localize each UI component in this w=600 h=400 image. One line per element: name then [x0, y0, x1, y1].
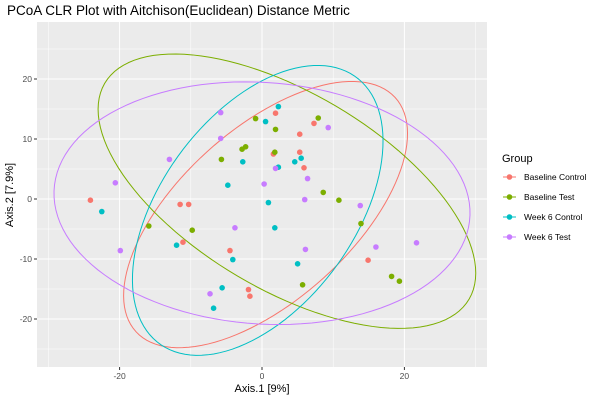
- y-tick-label: 0: [27, 194, 32, 204]
- x-tick-label: 0: [260, 371, 265, 381]
- point-week-6-test: [272, 165, 279, 172]
- point-baseline-test: [189, 227, 196, 233]
- point-week-6-test: [301, 196, 308, 203]
- point-week-6-control: [298, 155, 304, 161]
- point-week-6-test: [325, 124, 332, 131]
- point-baseline-test: [299, 282, 306, 288]
- point-week-6-control: [265, 199, 272, 206]
- point-week-6-control: [262, 118, 269, 125]
- legend-item-week-6-control: Week 6 Control: [503, 212, 583, 222]
- point-week-6-test: [302, 246, 309, 253]
- point-baseline-control: [365, 257, 371, 264]
- ellipse-baseline-test: [97, 53, 477, 329]
- point-week-6-test: [232, 225, 238, 231]
- y-tick-label: -10: [20, 254, 33, 264]
- point-baseline-test: [252, 115, 259, 122]
- y-tick-label: 10: [23, 134, 33, 144]
- point-week-6-control: [173, 242, 180, 248]
- point-baseline-control: [296, 131, 303, 137]
- point-baseline-control: [296, 149, 303, 155]
- legend-key-point: [506, 214, 513, 220]
- legend-item-week-6-test: Week 6 Test: [503, 232, 571, 242]
- y-axis-label: Axis.2 [7.9%]: [4, 163, 16, 227]
- point-baseline-test: [218, 156, 225, 163]
- point-baseline-test: [315, 115, 322, 121]
- point-week-6-test: [413, 240, 420, 246]
- point-week-6-control: [219, 285, 225, 291]
- point-baseline-control: [272, 110, 279, 116]
- legend-item-baseline-control: Baseline Control: [503, 172, 586, 182]
- legend-title: Group: [502, 153, 533, 165]
- point-baseline-control: [227, 247, 233, 254]
- point-baseline-test: [358, 220, 364, 227]
- point-baseline-test: [320, 189, 327, 196]
- point-baseline-control: [311, 120, 317, 127]
- x-tick-label: -20: [113, 371, 126, 381]
- y-tick-label: -20: [20, 314, 33, 324]
- point-week-6-test: [217, 109, 224, 116]
- x-axis: -20 0 20: [113, 367, 409, 381]
- point-baseline-control: [301, 165, 307, 171]
- legend-label: Baseline Test: [524, 192, 575, 202]
- y-axis: -20 -10 0 10 20: [20, 74, 37, 324]
- y-tick-label: 20: [23, 74, 33, 84]
- legend-key-point: [506, 174, 513, 180]
- point-week-6-control: [291, 159, 298, 165]
- points-layer: [87, 103, 420, 312]
- point-week-6-control: [230, 256, 236, 263]
- point-baseline-test: [336, 197, 342, 203]
- point-week-6-test: [207, 291, 213, 297]
- point-week-6-test: [166, 156, 173, 163]
- point-week-6-test: [112, 180, 119, 186]
- point-week-6-test: [217, 135, 224, 142]
- point-week-6-control: [98, 208, 105, 215]
- point-week-6-test: [373, 244, 379, 250]
- ellipse-week-6-test: [53, 81, 471, 326]
- point-baseline-control: [180, 239, 186, 245]
- point-week-6-control: [210, 305, 217, 312]
- grid-major: [37, 22, 487, 367]
- legend-label: Baseline Control: [524, 172, 586, 182]
- legend-key-point: [506, 194, 513, 200]
- chart-title: PCoA CLR Plot with Aitchison(Euclidean) …: [7, 3, 350, 18]
- point-week-6-control: [275, 103, 282, 110]
- ellipse-baseline-control: [123, 80, 409, 349]
- point-baseline-test: [396, 278, 403, 285]
- point-baseline-control: [247, 293, 253, 300]
- legend-label: Week 6 Test: [524, 232, 571, 242]
- point-baseline-control: [177, 201, 183, 208]
- legend-item-baseline-test: Baseline Test: [503, 192, 575, 202]
- point-week-6-test: [261, 181, 267, 187]
- point-baseline-test: [272, 149, 278, 155]
- legend-items: Baseline Control Baseline Test Week 6 Cont…: [503, 172, 586, 242]
- point-week-6-test: [304, 175, 311, 182]
- point-week-6-control: [272, 225, 278, 231]
- legend: Group Baseline Control Baseline Test Week …: [502, 153, 586, 242]
- point-baseline-control: [185, 201, 192, 208]
- point-week-6-control: [225, 182, 231, 188]
- point-week-6-test: [357, 202, 364, 209]
- x-tick-label: 20: [400, 371, 410, 381]
- point-week-6-control: [294, 261, 301, 267]
- point-week-6-test: [117, 247, 124, 254]
- point-baseline-control: [87, 197, 94, 203]
- legend-key-point: [506, 234, 513, 240]
- point-baseline-test: [242, 144, 249, 150]
- ellipses-layer: [53, 53, 477, 356]
- legend-label: Week 6 Control: [524, 212, 583, 222]
- point-week-6-control: [239, 159, 246, 165]
- point-baseline-test: [272, 126, 279, 133]
- ellipse-week-6-control: [131, 64, 384, 356]
- point-baseline-control: [245, 286, 252, 293]
- point-baseline-test: [388, 273, 395, 280]
- point-baseline-test: [145, 223, 152, 229]
- x-axis-label: Axis.1 [9%]: [234, 383, 289, 395]
